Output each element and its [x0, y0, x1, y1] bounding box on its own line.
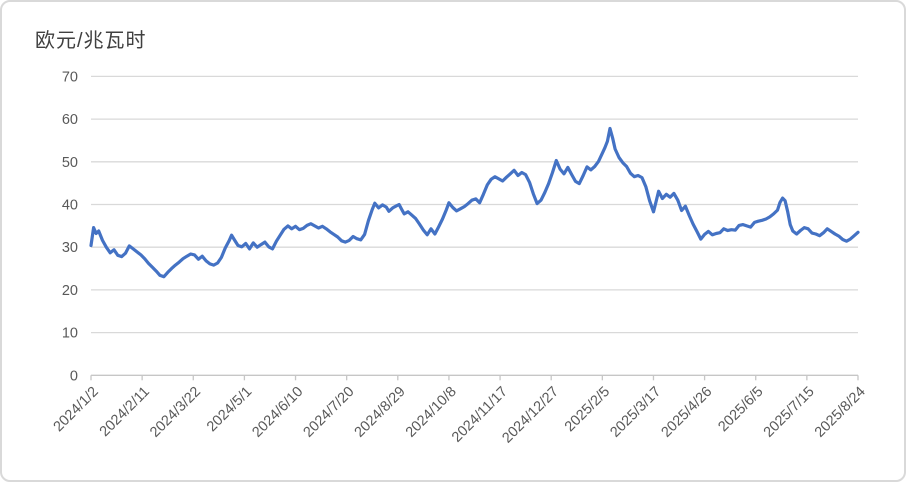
y-axis-label: 70 — [62, 69, 78, 85]
x-axis-label: 2024/2/11 — [97, 384, 153, 440]
x-axis-label: 2025/8/24 — [812, 384, 869, 441]
y-axis-label: 0 — [70, 368, 78, 384]
y-axis-label: 30 — [62, 240, 78, 256]
x-axis-ticks — [90, 375, 859, 381]
y-axis-label: 10 — [62, 326, 78, 342]
x-axis-label: 2024/7/20 — [301, 384, 358, 441]
x-axis-label: 2024/6/10 — [249, 384, 306, 441]
y-axis-labels: 0 10 20 30 40 50 60 70 — [62, 69, 78, 384]
price-line — [89, 126, 860, 279]
x-axis-label: 2025/3/17 — [607, 384, 664, 441]
x-axis-label: 2025/4/26 — [658, 384, 715, 441]
gridlines — [91, 75, 858, 334]
x-axis-label: 2024/8/29 — [352, 384, 409, 441]
y-axis-label: 50 — [62, 155, 78, 171]
x-axis-label: 2025/6/5 — [715, 384, 766, 435]
x-axis-label: 2025/2/5 — [562, 384, 613, 435]
x-axis-label: 2024/3/22 — [147, 384, 204, 441]
x-axis-label: 2024/1/2 — [51, 384, 102, 435]
y-axis-label: 40 — [62, 198, 78, 214]
x-axis-label: 2024/5/1 — [204, 384, 255, 435]
y-axis-label: 20 — [62, 283, 78, 299]
x-axis-label: 2025/7/15 — [761, 384, 818, 441]
y-axis-label: 60 — [62, 112, 78, 128]
chart-title: 欧元/兆瓦时 — [35, 30, 147, 52]
